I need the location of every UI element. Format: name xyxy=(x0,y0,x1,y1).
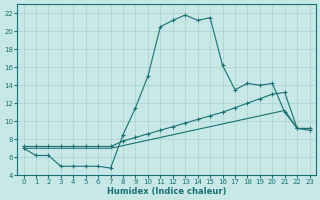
X-axis label: Humidex (Indice chaleur): Humidex (Indice chaleur) xyxy=(107,187,226,196)
